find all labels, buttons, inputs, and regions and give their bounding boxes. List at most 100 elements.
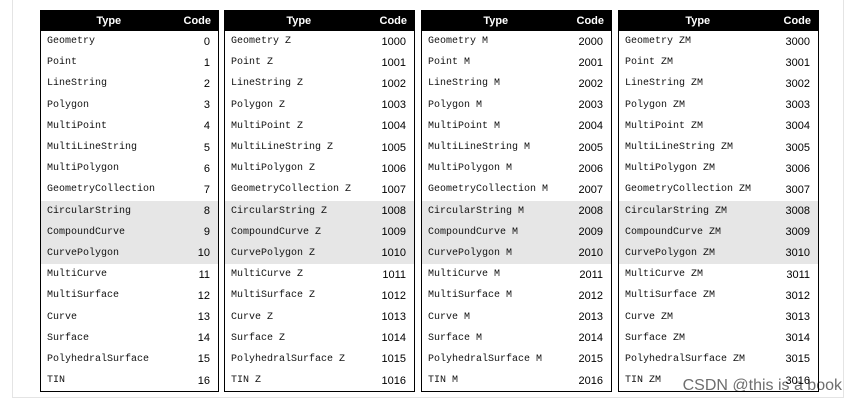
row: Polygon Z 1003	[225, 95, 415, 116]
header-cell: Type	[40, 10, 177, 31]
type-cell: MultiPoint Z	[231, 120, 304, 132]
type-cell: Polygon	[47, 99, 90, 111]
table: Type Code Geometry Z 1000 Point Z 1001 LineStr…	[224, 10, 415, 393]
header-cell: Code	[176, 10, 219, 31]
header-cell: Type	[224, 10, 373, 31]
code-cell: 2007	[578, 183, 603, 196]
type-cell: Geometry	[47, 36, 96, 48]
code-cell: 3	[203, 99, 210, 112]
row: TIN M 2016	[422, 370, 612, 392]
type-cell: PolyhedralSurface ZM	[625, 353, 746, 365]
type-cell: MultiPolygon ZM	[625, 163, 716, 175]
code-cell: 1012	[381, 289, 406, 302]
row: LineString ZM 3002	[619, 73, 819, 94]
type-cell: Surface M	[428, 332, 483, 344]
code-cell: 1015	[381, 353, 406, 366]
row: MultiPolygon M 2006	[422, 158, 612, 179]
code-cell: 3013	[785, 311, 810, 324]
type-cell: MultiCurve	[47, 269, 108, 281]
code-cell: 12	[197, 289, 210, 302]
code-cell: 2008	[569, 200, 612, 222]
type-cell: MultiCurve ZM	[625, 269, 704, 281]
type-cell: Curve ZM	[625, 311, 674, 323]
type-cell: Geometry ZM	[625, 36, 692, 48]
type-cell: PolyhedralSurface M	[428, 353, 543, 365]
row: CurvePolygon ZM 3010	[618, 242, 819, 265]
code-cell: 3005	[785, 141, 810, 154]
type-cell: Point	[47, 57, 78, 69]
row: PolyhedralSurface M 2015	[422, 349, 612, 370]
type-cell: CompoundCurve Z	[224, 221, 373, 243]
row: TIN ZM 3016	[619, 370, 819, 392]
row: MultiLineString 5	[41, 137, 219, 158]
code-cell: 14	[197, 332, 210, 345]
row: MultiCurve M 2011	[422, 264, 612, 285]
type-cell: CompoundCurve ZM	[618, 221, 777, 243]
type-cell: Geometry Z	[231, 36, 292, 48]
code-cell: 2006	[578, 162, 603, 175]
type-cell: MultiPoint ZM	[625, 120, 704, 132]
header-row: Type Code	[421, 10, 612, 31]
code-cell: 1008	[372, 200, 415, 222]
code-cell: 3004	[785, 120, 810, 133]
row: MultiPoint 4	[41, 116, 219, 137]
code-cell: 0	[203, 35, 210, 48]
row: Polygon M 2003	[422, 95, 612, 116]
row: Point 1	[41, 52, 219, 73]
header-cell: Code	[569, 10, 612, 31]
type-cell: MultiCurve M	[428, 269, 501, 281]
type-cell: CurvePolygon	[40, 242, 177, 265]
row: CircularString M 2008	[421, 200, 612, 222]
table: Type Code Geometry ZM 3000 Point ZM 3001 LineS…	[618, 10, 819, 393]
row: MultiLineString ZM 3005	[619, 137, 819, 158]
code-cell: 8	[176, 200, 219, 222]
row: Polygon ZM 3003	[619, 95, 819, 116]
code-cell: 3010	[776, 242, 819, 265]
code-cell: 15	[197, 353, 210, 366]
type-cell: LineString	[47, 78, 108, 90]
row: Point Z 1001	[225, 52, 415, 73]
type-cell: TIN Z	[231, 375, 262, 387]
row: MultiPolygon Z 1006	[225, 158, 415, 179]
code-cell: 11	[198, 268, 210, 281]
row: MultiCurve 11	[41, 264, 219, 285]
code-cell: 3002	[785, 77, 810, 90]
row: CompoundCurve Z 1009	[224, 221, 415, 243]
code-cell: 2011	[579, 268, 603, 281]
row: CircularString 8	[40, 200, 219, 222]
row: Curve ZM 3013	[619, 306, 819, 327]
code-cell: 1003	[381, 99, 406, 112]
code-cell: 1016	[381, 374, 406, 387]
code-cell: 3001	[785, 56, 810, 69]
type-cell: Polygon M	[428, 99, 483, 111]
code-cell: 1	[203, 56, 210, 69]
row: MultiCurve Z 1011	[225, 264, 415, 285]
type-cell: LineString ZM	[625, 78, 704, 90]
type-cell: CircularString Z	[224, 200, 373, 222]
header-row: Type Code	[224, 10, 415, 31]
code-cell: 2012	[578, 289, 603, 302]
code-cell: 3015	[785, 353, 810, 366]
type-cell: GeometryCollection Z	[231, 184, 352, 196]
code-cell: 7	[203, 183, 210, 196]
code-cell: 2009	[569, 221, 612, 243]
row: CompoundCurve 9	[40, 221, 219, 243]
type-cell: TIN ZM	[625, 375, 662, 387]
code-cell: 2001	[578, 56, 603, 69]
type-cell: PolyhedralSurface Z	[231, 353, 346, 365]
row: PolyhedralSurface Z 1015	[225, 349, 415, 370]
row: Geometry M 2000	[422, 31, 612, 52]
row: Polygon 3	[41, 95, 219, 116]
code-cell: 2013	[578, 311, 603, 324]
type-cell: Curve Z	[231, 311, 274, 323]
code-cell: 13	[197, 311, 210, 324]
type-cell: MultiPoint	[47, 120, 108, 132]
type-cell: CompoundCurve M	[421, 221, 570, 243]
type-cell: MultiSurface M	[428, 290, 513, 302]
type-cell: MultiLineString ZM	[625, 142, 734, 154]
row: Surface M 2014	[422, 328, 612, 349]
table: Type Code Geometry M 2000 Point M 2001 LineStr…	[421, 10, 612, 393]
type-cell: Polygon Z	[231, 99, 286, 111]
row: Curve M 2013	[422, 306, 612, 327]
